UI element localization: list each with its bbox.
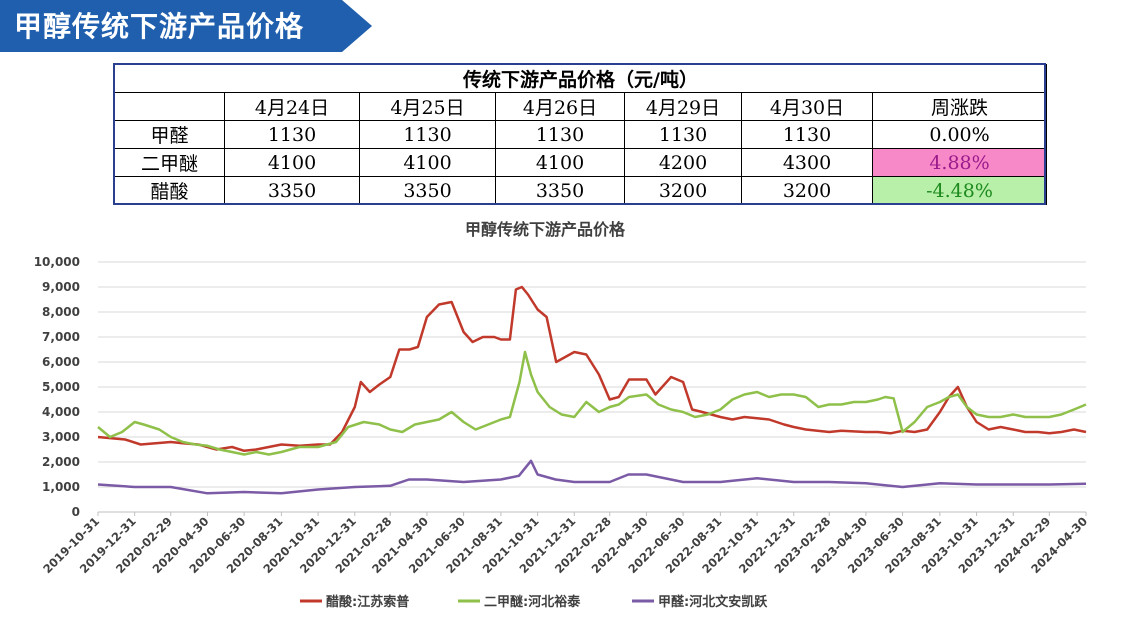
- change-cell: 0.00%: [871, 120, 1048, 149]
- price-cell: 4300: [741, 148, 873, 177]
- header-cell: 4月25日: [359, 92, 496, 121]
- banner-title: 甲醇传统下游产品价格: [14, 10, 305, 43]
- y-tick-label: 3,000: [42, 430, 80, 444]
- header-cell: [114, 92, 225, 121]
- price-cell: 1130: [741, 120, 873, 149]
- row-name: 甲醛: [114, 120, 225, 149]
- y-tick-label: 9,000: [42, 280, 80, 294]
- y-tick-label: 5,000: [42, 380, 80, 394]
- header-cell: 4月24日: [224, 92, 360, 121]
- price-cell: 4100: [495, 148, 625, 177]
- price-cell: 3200: [624, 176, 742, 205]
- y-tick-label: 6,000: [42, 355, 80, 369]
- series-line-2: [97, 350, 1087, 456]
- y-tick-label: 10,000: [34, 255, 80, 269]
- y-tick-label: 7,000: [42, 330, 80, 344]
- section-banner: 甲醇传统下游产品价格: [0, 0, 372, 52]
- row-name: 二甲醚: [114, 148, 225, 177]
- chart-grid: [98, 261, 1086, 513]
- series-line-3: [97, 459, 1087, 495]
- price-cell: 1130: [224, 120, 360, 149]
- header-cell: 周涨跌: [871, 92, 1048, 121]
- header-cell: 4月30日: [741, 92, 873, 121]
- price-table: 传统下游产品价格（元/吨） 4月24日 4月25日 4月26日 4月29日 4月…: [113, 64, 1048, 205]
- price-cell: 1130: [495, 120, 625, 149]
- x-axis-ticks: 2019-10-312019-12-312020-02-292020-04-30…: [40, 512, 1090, 576]
- chart-legend: 醋酸:江苏索普 二甲醚:河北裕泰 甲醛:河北文安凯跃: [300, 594, 768, 610]
- y-tick-label: 0: [72, 505, 80, 519]
- price-cell: 4100: [224, 148, 360, 177]
- price-line-chart: 甲醇传统下游产品价格 0 1,000 2,000 3,000 4,000 5,000 6,0…: [34, 220, 1090, 610]
- y-axis-ticks: 0 1,000 2,000 3,000 4,000 5,000 6,000 7,000 8,00…: [34, 255, 80, 519]
- price-cell: 4100: [359, 148, 496, 177]
- price-cell: 3350: [224, 176, 360, 205]
- legend-label: 醋酸:江苏索普: [326, 594, 409, 610]
- price-cell: 1130: [359, 120, 496, 149]
- header-cell: 4月26日: [495, 92, 625, 121]
- chart-title: 甲醇传统下游产品价格: [465, 220, 626, 239]
- change-cell-down: -4.48%: [871, 176, 1048, 205]
- banner-arrow-shape: [0, 0, 372, 52]
- table-header-row: 4月24日 4月25日 4月26日 4月29日 4月30日 周涨跌: [114, 92, 1048, 121]
- chart-series: [97, 285, 1087, 495]
- table-caption: 传统下游产品价格（元/吨）: [113, 64, 1048, 93]
- row-name: 醋酸: [114, 176, 225, 205]
- legend-label: 甲醛:河北文安凯跃: [658, 594, 768, 610]
- price-cell: 3200: [741, 176, 873, 205]
- price-cell: 3350: [495, 176, 625, 205]
- y-tick-label: 2,000: [42, 455, 80, 469]
- table-row: 醋酸 3350 3350 3350 3200 3200 -4.48%: [114, 176, 1048, 205]
- legend-label: 二甲醚:河北裕泰: [484, 594, 581, 610]
- change-cell-up: 4.88%: [871, 148, 1048, 177]
- y-tick-label: 1,000: [42, 480, 80, 494]
- price-cell: 3350: [359, 176, 496, 205]
- header-cell: 4月29日: [624, 92, 742, 121]
- price-cell: 1130: [624, 120, 742, 149]
- y-tick-label: 8,000: [42, 305, 80, 319]
- y-tick-label: 4,000: [42, 405, 80, 419]
- table-row: 二甲醚 4100 4100 4100 4200 4300 4.88%: [114, 148, 1048, 177]
- table-row: 甲醛 1130 1130 1130 1130 1130 0.00%: [114, 120, 1048, 149]
- price-cell: 4200: [624, 148, 742, 177]
